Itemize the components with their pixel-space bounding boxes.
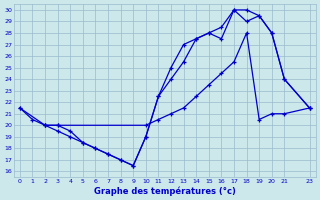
X-axis label: Graphe des températures (°c): Graphe des températures (°c)	[94, 186, 236, 196]
